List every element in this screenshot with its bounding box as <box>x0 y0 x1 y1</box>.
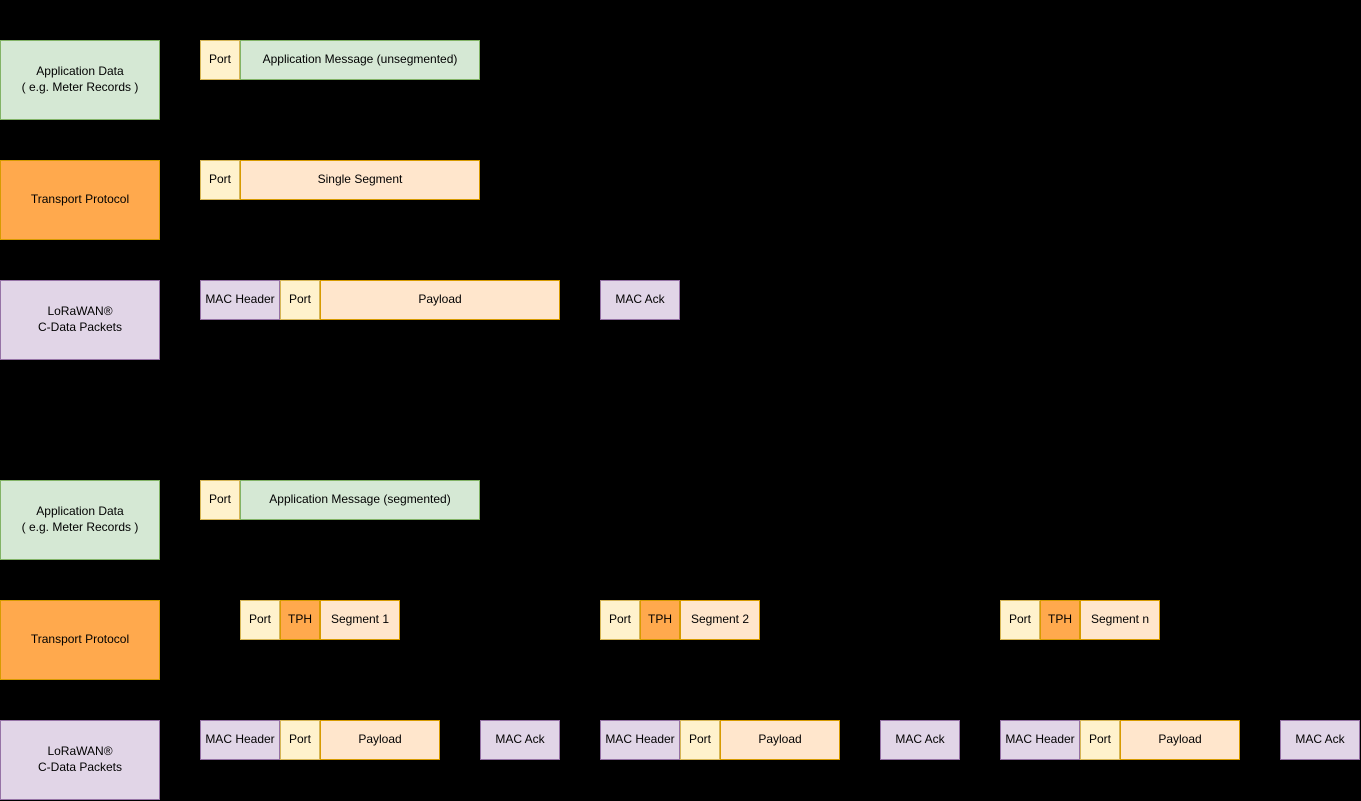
label-transport-bot: Transport Protocol <box>0 600 160 680</box>
app-msg-unseg: Application Message (unsegmented) <box>240 40 480 80</box>
mac-header-2: MAC Header <box>600 720 680 760</box>
port-seg-2: Port <box>600 600 640 640</box>
label-transport-top: Transport Protocol <box>0 160 160 240</box>
mac-header-1: MAC Header <box>200 720 280 760</box>
mac-ack-1: MAC Ack <box>480 720 560 760</box>
payload-n: Payload <box>1120 720 1240 760</box>
mac-ack-n: MAC Ack <box>1280 720 1360 760</box>
segment-1: Segment 1 <box>320 600 400 640</box>
port-mac-top: Port <box>280 280 320 320</box>
app-msg-seg: Application Message (segmented) <box>240 480 480 520</box>
mac-ack-top: MAC Ack <box>600 280 680 320</box>
tph-1: TPH <box>280 600 320 640</box>
segment-2: Segment 2 <box>680 600 760 640</box>
payload-1: Payload <box>320 720 440 760</box>
tph-2: TPH <box>640 600 680 640</box>
mac-header-n: MAC Header <box>1000 720 1080 760</box>
port-app-top: Port <box>200 40 240 80</box>
port-app-bot: Port <box>200 480 240 520</box>
segment-n: Segment n <box>1080 600 1160 640</box>
port-trans-top: Port <box>200 160 240 200</box>
port-mac-1: Port <box>280 720 320 760</box>
port-mac-2: Port <box>680 720 720 760</box>
label-app-data-top: Application Data ( e.g. Meter Records ) <box>0 40 160 120</box>
mac-ack-2: MAC Ack <box>880 720 960 760</box>
payload-top: Payload <box>320 280 560 320</box>
label-app-data-bot: Application Data ( e.g. Meter Records ) <box>0 480 160 560</box>
port-seg-1: Port <box>240 600 280 640</box>
single-segment: Single Segment <box>240 160 480 200</box>
port-mac-n: Port <box>1080 720 1120 760</box>
payload-2: Payload <box>720 720 840 760</box>
tph-n: TPH <box>1040 600 1080 640</box>
mac-header-top: MAC Header <box>200 280 280 320</box>
label-lorawan-bot: LoRaWAN® C-Data Packets <box>0 720 160 800</box>
port-seg-n: Port <box>1000 600 1040 640</box>
label-lorawan-top: LoRaWAN® C-Data Packets <box>0 280 160 360</box>
